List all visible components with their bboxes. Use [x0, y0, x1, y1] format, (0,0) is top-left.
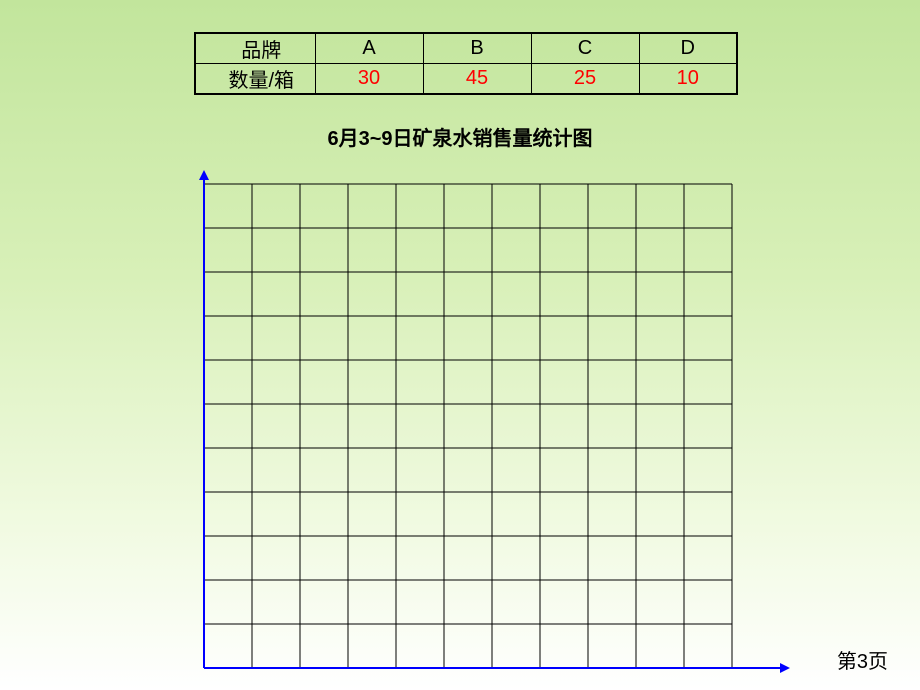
header-col-a: A	[315, 33, 423, 64]
value-b: 45	[423, 64, 531, 95]
value-d: 10	[639, 64, 737, 95]
chart-title: 6月3~9日矿泉水销售量统计图	[0, 122, 920, 151]
brand-data-table: 品牌 A B C D 数量/箱 30 45 25 10	[194, 32, 738, 95]
value-a: 30	[315, 64, 423, 95]
value-c: 25	[531, 64, 639, 95]
values-label-cell: 数量/箱	[195, 64, 315, 95]
chart-svg	[182, 168, 800, 676]
page-number: 第3页	[837, 645, 888, 674]
chart-area	[182, 168, 800, 681]
table-header-row: 品牌 A B C D	[195, 33, 737, 64]
header-col-d: D	[639, 33, 737, 64]
header-label-cell: 品牌	[195, 33, 315, 64]
table-values-row: 数量/箱 30 45 25 10	[195, 64, 737, 95]
header-col-c: C	[531, 33, 639, 64]
header-col-b: B	[423, 33, 531, 64]
